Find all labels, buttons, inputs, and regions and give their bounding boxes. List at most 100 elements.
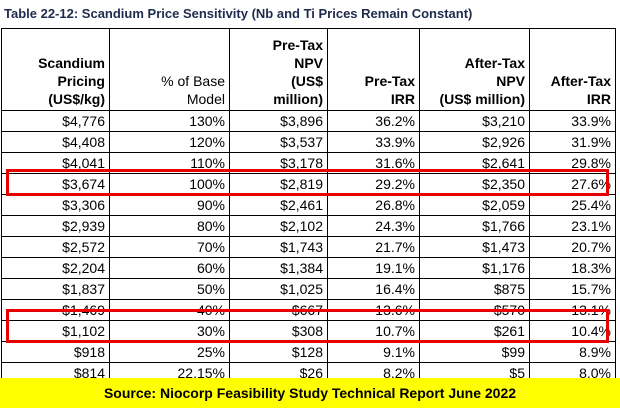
- table-cell: 9.1%: [327, 341, 420, 363]
- table-cell: 18.3%: [529, 257, 616, 279]
- column-header-line: After-Tax: [464, 55, 525, 71]
- table-cell: 16.4%: [327, 278, 420, 300]
- table-cell: 23.1%: [529, 215, 616, 237]
- table-cell: 80%: [109, 215, 230, 237]
- column-header-line: Model: [186, 91, 225, 107]
- table-cell: $4,776: [1, 110, 110, 132]
- table-cell: $1,837: [1, 278, 110, 300]
- table-cell: 60%: [109, 257, 230, 279]
- table-cell: 21.7%: [327, 236, 420, 258]
- column-header-1: % of Base Model: [109, 28, 230, 111]
- column-header-line: Pricing: [57, 73, 105, 89]
- table-cell: $1,102: [1, 320, 110, 342]
- table-cell: 29.2%: [327, 173, 420, 195]
- table-row: $2,204 60% $1,384 19.1% $1,176 18.3%: [1, 257, 616, 279]
- table-row: $2,572 70% $1,743 21.7% $1,473 20.7%: [1, 236, 616, 258]
- table-cell: $2,461: [229, 194, 328, 216]
- table-cell: $2,102: [229, 215, 328, 237]
- table-row: $1,837 50% $1,025 16.4% $875 15.7%: [1, 278, 616, 300]
- table-cell: 27.6%: [529, 173, 616, 195]
- table-cell: $2,819: [229, 173, 328, 195]
- table-cell: 31.6%: [327, 152, 420, 174]
- table-cell: $308: [229, 320, 328, 342]
- table-cell: $4,408: [1, 131, 110, 153]
- table-row: $3,674 100% $2,819 29.2% $2,350 27.6%: [1, 173, 616, 195]
- table-cell: $3,537: [229, 131, 328, 153]
- table-cell: 33.9%: [529, 110, 616, 132]
- table-cell: $2,926: [419, 131, 530, 153]
- table-cell: $2,572: [1, 236, 110, 258]
- table-row: $1,102 30% $308 10.7% $261 10.4%: [1, 320, 616, 342]
- header-row: Scandium Pricing (US$/kg)% of Base Model Pre…: [1, 28, 616, 111]
- table-cell: 130%: [109, 110, 230, 132]
- column-header-line: (US$ million): [439, 91, 525, 107]
- table-cell: 40%: [109, 299, 230, 321]
- column-header-2: Pre-Tax NPV (US$ million): [229, 28, 328, 111]
- table-cell: $99: [419, 341, 530, 363]
- table-cell: $1,743: [229, 236, 328, 258]
- table-title: Table 22-12: Scandium Price Sensitivity …: [4, 6, 473, 21]
- table-cell: 120%: [109, 131, 230, 153]
- column-header-4: After-Tax NPV (US$ million): [419, 28, 530, 111]
- table-cell: 25%: [109, 341, 230, 363]
- table-cell: 90%: [109, 194, 230, 216]
- price-sensitivity-table: Scandium Pricing (US$/kg)% of Base Model Pre…: [1, 28, 616, 384]
- table-cell: 70%: [109, 236, 230, 258]
- table-row: $918 25% $128 9.1% $99 8.9%: [1, 341, 616, 363]
- table-cell: 50%: [109, 278, 230, 300]
- table-cell: 15.7%: [529, 278, 616, 300]
- table-cell: $1,473: [419, 236, 530, 258]
- table-row: $4,041 110% $3,178 31.6% $2,641 29.8%: [1, 152, 616, 174]
- table-cell: 110%: [109, 152, 230, 174]
- table-cell: $4,041: [1, 152, 110, 174]
- table-cell: $128: [229, 341, 328, 363]
- table-row: $1,469 40% $667 13.6% $570 13.1%: [1, 299, 616, 321]
- table-cell: $3,674: [1, 173, 110, 195]
- column-header-line: Pre-Tax: [364, 73, 415, 89]
- table-cell: $570: [419, 299, 530, 321]
- table-cell: $1,766: [419, 215, 530, 237]
- column-header-line: After-Tax: [550, 73, 611, 89]
- table-cell: 13.1%: [529, 299, 616, 321]
- table-cell: $2,939: [1, 215, 110, 237]
- table-cell: 26.8%: [327, 194, 420, 216]
- table-cell: 24.3%: [327, 215, 420, 237]
- table-cell: 25.4%: [529, 194, 616, 216]
- source-banner: Source: Niocorp Feasibility Study Techni…: [0, 378, 620, 408]
- table-cell: 10.4%: [529, 320, 616, 342]
- table-cell: $2,641: [419, 152, 530, 174]
- table-row: $4,408 120% $3,537 33.9% $2,926 31.9%: [1, 131, 616, 153]
- table-cell: 13.6%: [327, 299, 420, 321]
- column-header-0: Scandium Pricing (US$/kg): [1, 28, 110, 111]
- table-cell: $918: [1, 341, 110, 363]
- column-header-line: Pre-Tax: [272, 37, 323, 53]
- table-cell: 30%: [109, 320, 230, 342]
- table-cell: 20.7%: [529, 236, 616, 258]
- table-cell: $875: [419, 278, 530, 300]
- column-header-line: % of Base: [161, 73, 225, 89]
- table-row: $3,306 90% $2,461 26.8% $2,059 25.4%: [1, 194, 616, 216]
- table-cell: $667: [229, 299, 328, 321]
- table-cell: $1,176: [419, 257, 530, 279]
- table-cell: $3,178: [229, 152, 328, 174]
- column-header-line: IRR: [586, 91, 611, 107]
- table-cell: 100%: [109, 173, 230, 195]
- table-cell: $261: [419, 320, 530, 342]
- column-header-line: NPV: [496, 73, 525, 89]
- column-header-5: After-Tax IRR: [529, 28, 616, 111]
- table-cell: $2,204: [1, 257, 110, 279]
- table-cell: $1,469: [1, 299, 110, 321]
- table-cell: 33.9%: [327, 131, 420, 153]
- table-row: $2,939 80% $2,102 24.3% $1,766 23.1%: [1, 215, 616, 237]
- column-header-line: (US$: [291, 73, 323, 89]
- table-cell: 19.1%: [327, 257, 420, 279]
- table-cell: 31.9%: [529, 131, 616, 153]
- column-header-line: Scandium: [38, 55, 105, 71]
- table-cell: $3,896: [229, 110, 328, 132]
- table-cell: $3,210: [419, 110, 530, 132]
- table-cell: $1,384: [229, 257, 328, 279]
- table-cell: 8.9%: [529, 341, 616, 363]
- table-cell: $3,306: [1, 194, 110, 216]
- table-cell: 10.7%: [327, 320, 420, 342]
- table-cell: 29.8%: [529, 152, 616, 174]
